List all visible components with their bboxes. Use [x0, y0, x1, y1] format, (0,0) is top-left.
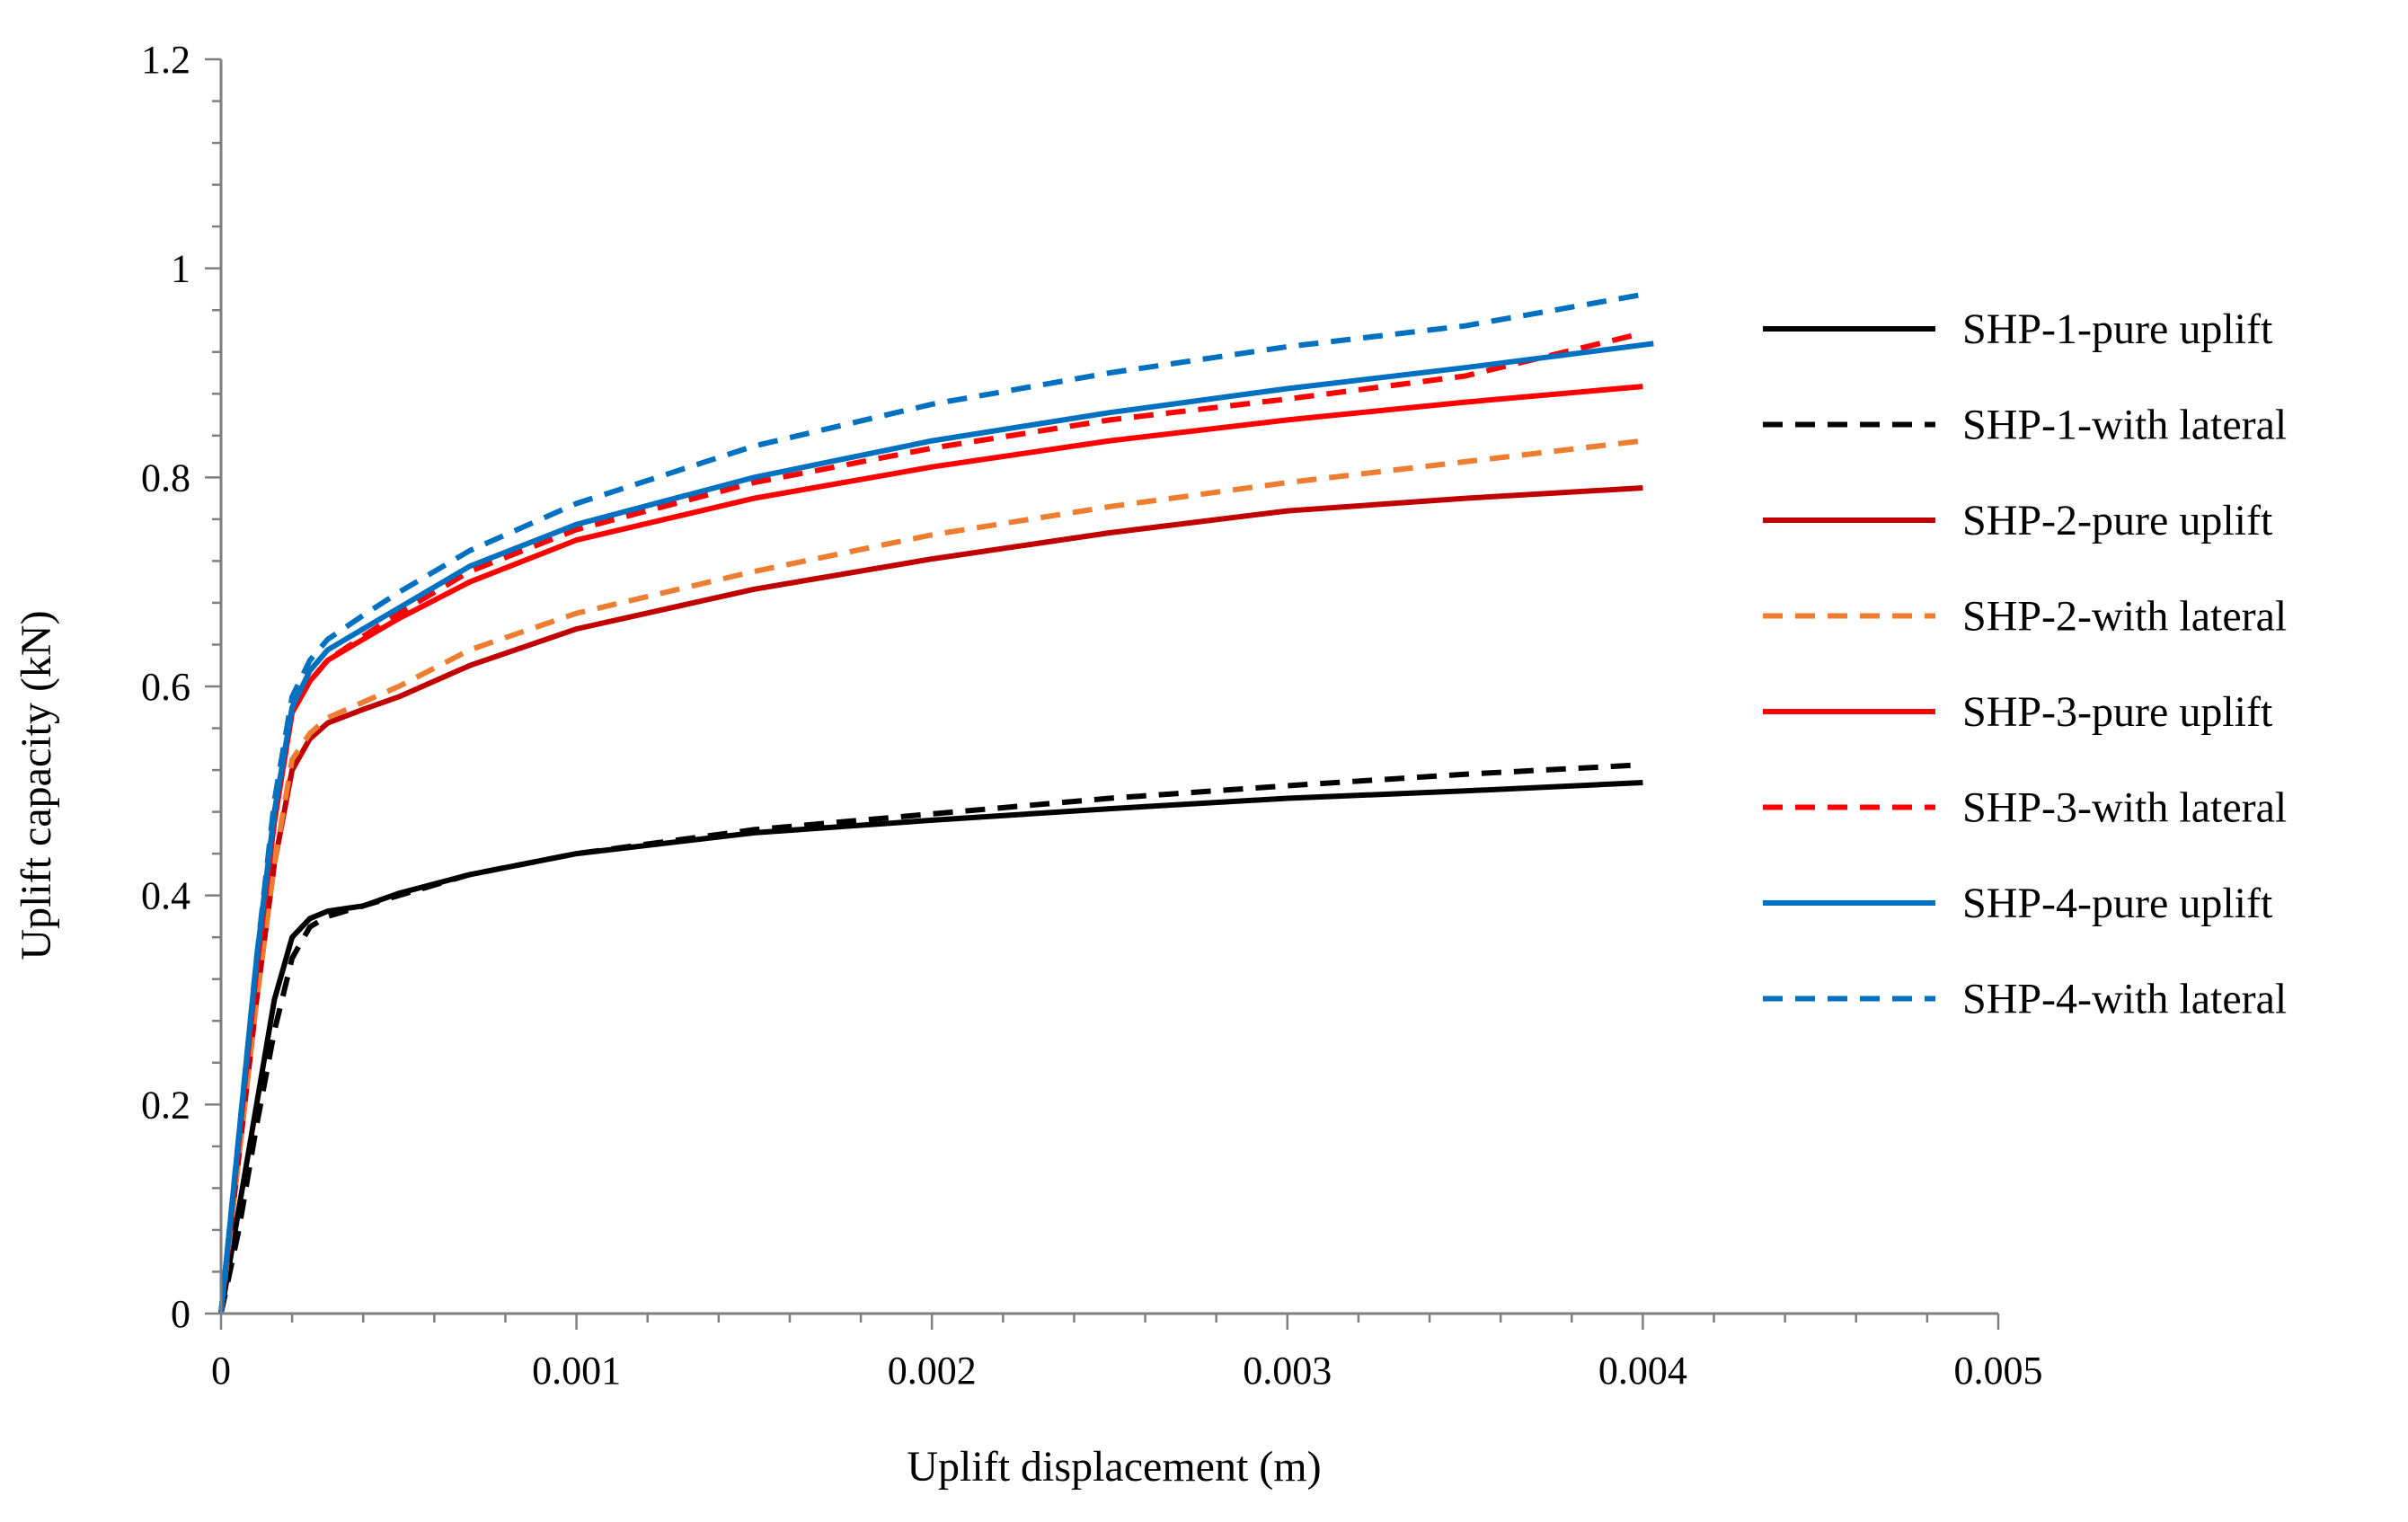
series-line-6: [218, 330, 1644, 1314]
legend-label: SHP-3-with lateral: [1962, 784, 2287, 832]
series-layer: [218, 291, 1654, 1314]
legend-item: SHP-1-with lateral: [1763, 402, 2287, 449]
legend-item: SHP-2-with lateral: [1763, 593, 2287, 641]
x-tick-label: 0.004: [1598, 1349, 1687, 1393]
legend-label: SHP-3-pure uplift: [1962, 688, 2273, 736]
legend-label: SHP-2-pure uplift: [1962, 497, 2273, 544]
y-tick-label: 1.2: [141, 38, 190, 82]
y-tick-label: 0.8: [141, 456, 190, 500]
y-tick-label: 1: [171, 247, 190, 291]
legend-item: SHP-4-with lateral: [1763, 976, 2287, 1023]
legend-label: SHP-2-with lateral: [1962, 593, 2287, 641]
y-axis-title: Uplift capacity (kN): [13, 610, 60, 960]
axes-layer: [205, 58, 2000, 1330]
x-tick-label: 0.001: [532, 1349, 621, 1393]
legend: SHP-1-pure uplift SHP-1-with lateral SHP-2…: [1763, 305, 2287, 1023]
legend-label: SHP-4-with lateral: [1962, 976, 2287, 1023]
series-line-2: [218, 762, 1643, 1314]
legend-item: SHP-2-pure uplift: [1763, 497, 2273, 544]
x-axis-title: Uplift displacement (m): [907, 1443, 1321, 1491]
y-tick-label: 0.6: [141, 665, 190, 709]
y-tick-label: 0.2: [141, 1083, 190, 1127]
legend-item: SHP-4-pure uplift: [1763, 880, 2273, 927]
series-line-8: [218, 291, 1643, 1314]
y-tick-label: 0.4: [141, 874, 190, 918]
legend-item: SHP-3-with lateral: [1763, 784, 2287, 832]
legend-label: SHP-4-pure uplift: [1962, 880, 2273, 927]
legend-label: SHP-1-pure uplift: [1962, 305, 2273, 353]
x-tick-labels: 0 0.001 0.002 0.003 0.004 0.005: [211, 1349, 2043, 1393]
y-tick-labels: 0 0.2 0.4 0.6 0.8 1 1.2: [141, 38, 190, 1336]
x-tick-label: 0.002: [888, 1349, 977, 1393]
legend-label: SHP-1-with lateral: [1962, 402, 2287, 449]
x-tick-label: 0.005: [1954, 1349, 2043, 1393]
x-tick-label: 0.003: [1243, 1349, 1332, 1393]
y-tick-label: 0: [171, 1292, 190, 1336]
legend-item: SHP-3-pure uplift: [1763, 688, 2273, 736]
x-tick-label: 0: [211, 1349, 231, 1393]
legend-item: SHP-1-pure uplift: [1763, 305, 2273, 353]
